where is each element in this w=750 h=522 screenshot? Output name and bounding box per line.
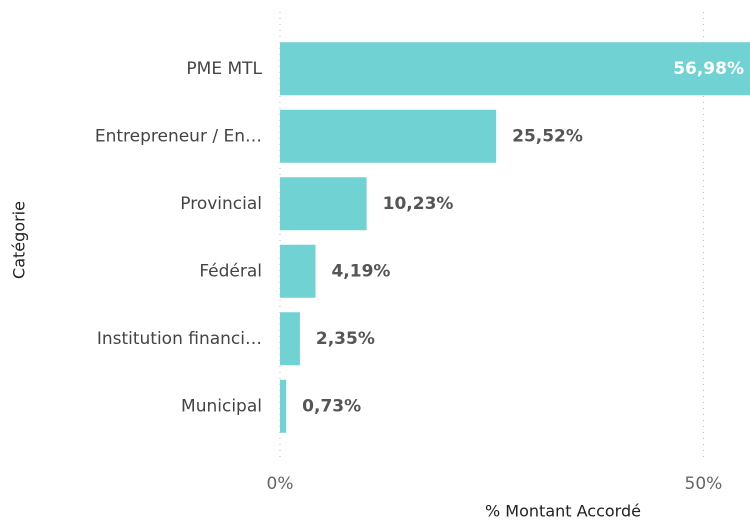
y-tick-label: Municipal <box>181 396 262 416</box>
x-tick-label: 0% <box>267 474 294 494</box>
data-label: 0,73% <box>302 396 361 416</box>
y-tick-label: Entrepreneur / En… <box>95 126 262 146</box>
y-tick-label: Provincial <box>180 194 262 214</box>
bar <box>280 109 497 163</box>
y-axis-title: Catégorie <box>10 201 29 279</box>
bar <box>280 42 750 96</box>
data-label: 56,98% <box>673 59 744 79</box>
data-label: 25,52% <box>512 126 583 146</box>
data-label: 2,35% <box>316 329 375 349</box>
x-tick-label: 50% <box>685 474 723 494</box>
bar <box>280 379 287 433</box>
y-tick-label: PME MTL <box>186 59 262 79</box>
y-tick-label: Fédéral <box>199 261 262 281</box>
data-label: 10,23% <box>383 194 454 214</box>
bar <box>280 244 316 298</box>
data-label: 4,19% <box>331 261 390 281</box>
y-tick-label: Institution financi… <box>97 329 262 349</box>
bar <box>280 312 300 366</box>
bars <box>280 42 750 433</box>
bar <box>280 177 367 231</box>
x-axis-title: % Montant Accordé <box>485 502 641 521</box>
